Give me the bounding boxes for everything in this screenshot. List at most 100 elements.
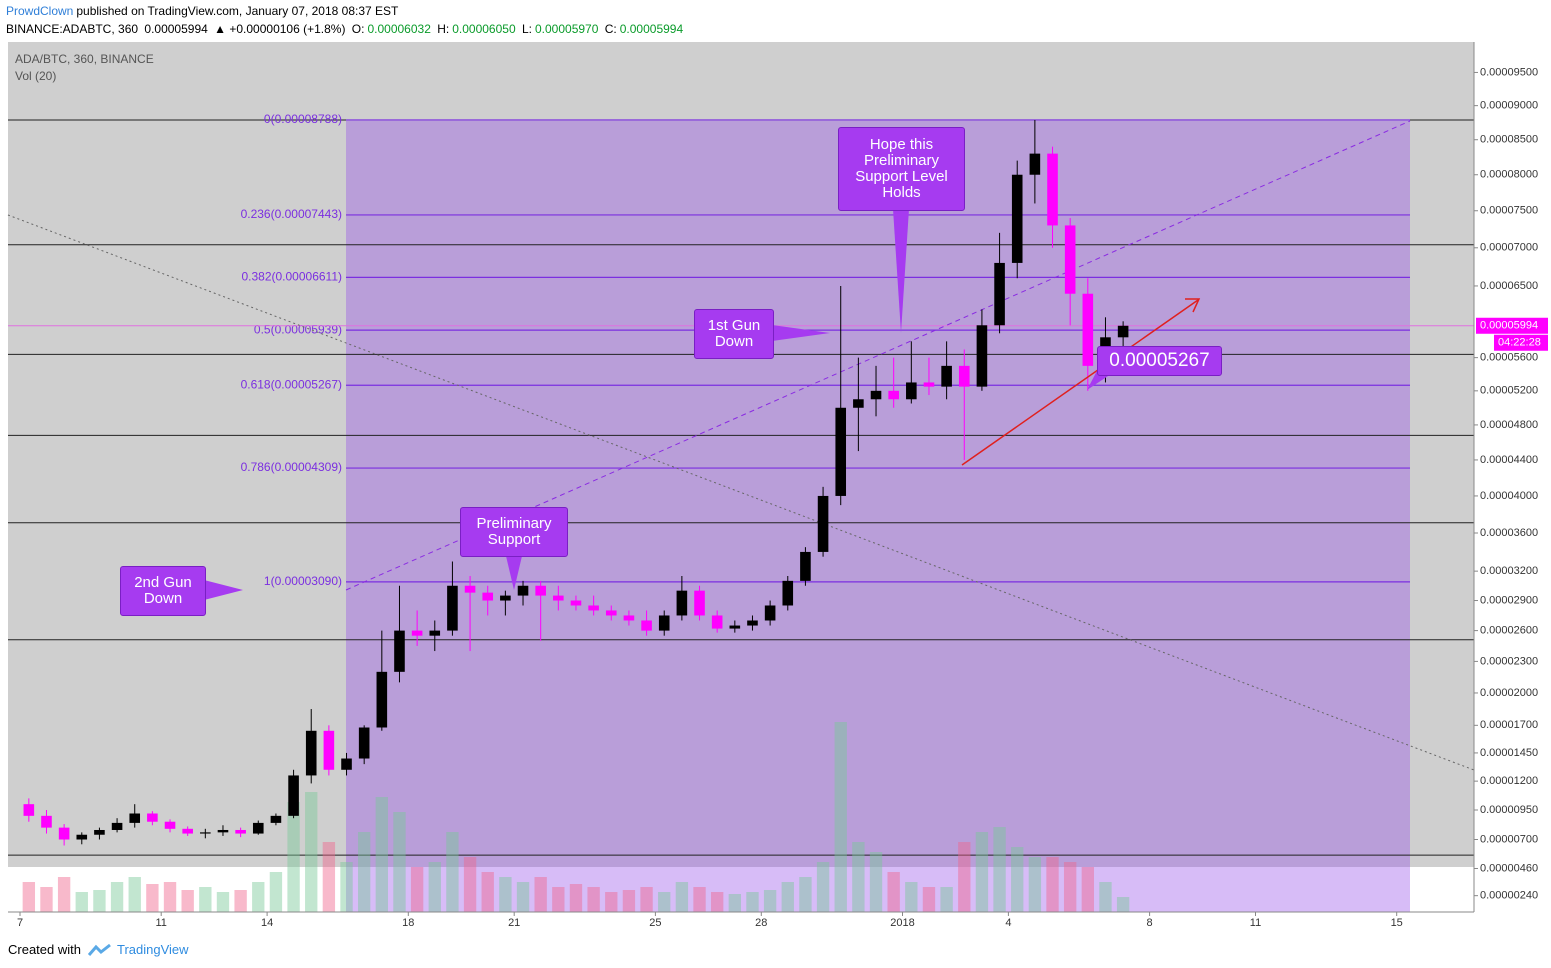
volume-bar bbox=[57, 877, 71, 912]
fib-label: 0(0.00008788) bbox=[264, 112, 342, 126]
x-tick-label: 11 bbox=[1250, 917, 1261, 929]
volume-bar bbox=[605, 892, 618, 912]
volume-bar bbox=[975, 832, 989, 912]
candle-body bbox=[676, 590, 688, 616]
candle-body bbox=[782, 580, 794, 606]
y-tick-label: 0.00002300 bbox=[1480, 655, 1538, 667]
volume-bar bbox=[728, 894, 741, 912]
footer-brand[interactable]: TradingView bbox=[117, 942, 189, 957]
y-tick-label: 0.00000950 bbox=[1480, 804, 1538, 816]
volume-bar bbox=[763, 890, 777, 912]
volume-bar bbox=[322, 842, 336, 912]
x-tick-label: 2018 bbox=[890, 917, 914, 929]
y-tick-label: 0.00004000 bbox=[1480, 490, 1538, 502]
callout: Hope this Preliminary Support Level Hold… bbox=[838, 127, 965, 211]
candle-body bbox=[1029, 153, 1041, 175]
candle-body bbox=[1064, 225, 1076, 294]
volume-bar bbox=[1063, 862, 1077, 912]
candle-body bbox=[76, 834, 88, 840]
candle-body bbox=[641, 620, 652, 631]
volume-bar bbox=[1011, 847, 1024, 912]
candle-body bbox=[1047, 153, 1058, 226]
y-tick-label: 0.00004800 bbox=[1480, 419, 1538, 431]
candle-body bbox=[447, 585, 458, 631]
volume-bar bbox=[834, 722, 847, 912]
last: 0.00005994 bbox=[144, 22, 208, 36]
volume-bar bbox=[887, 872, 900, 912]
candle-body bbox=[58, 827, 70, 840]
y-tick-label: 0.00001200 bbox=[1480, 775, 1538, 787]
volume-bar bbox=[146, 884, 159, 912]
candle-body bbox=[1011, 174, 1023, 263]
volume-bar bbox=[428, 862, 441, 912]
candle-body bbox=[288, 775, 299, 816]
fib-label: 0.236(0.00007443) bbox=[241, 207, 342, 221]
callout-pointer bbox=[772, 325, 830, 341]
volume-bar bbox=[816, 862, 830, 912]
o-label: O: bbox=[351, 22, 365, 36]
volume-bar bbox=[940, 887, 953, 912]
y-tick-label: 0.00007000 bbox=[1480, 242, 1538, 254]
volume-bar bbox=[40, 887, 53, 912]
candle-body bbox=[129, 813, 141, 823]
candle-body bbox=[923, 382, 935, 387]
candle-body bbox=[976, 325, 988, 387]
volume-bar bbox=[216, 892, 230, 912]
candle-body bbox=[270, 815, 282, 823]
volume-bar bbox=[181, 890, 194, 912]
y-tick-label: 0.00001700 bbox=[1480, 719, 1538, 731]
y-tick-label: 0.00002900 bbox=[1480, 594, 1538, 606]
l-label: L: bbox=[521, 22, 532, 36]
fib-label: 0.382(0.00006611) bbox=[241, 270, 342, 284]
c-value: 0.00005994 bbox=[619, 22, 684, 36]
candle-body bbox=[164, 821, 176, 829]
volume-bar bbox=[958, 842, 971, 912]
candle-body bbox=[23, 804, 35, 816]
author[interactable]: ProwdClown bbox=[6, 4, 74, 18]
callout: 2nd Gun Down bbox=[120, 566, 206, 616]
candle-body bbox=[764, 605, 776, 621]
volume-bar bbox=[799, 877, 812, 912]
change: ▲ +0.00000106 (+1.8%) bbox=[214, 22, 346, 36]
volume-bar bbox=[569, 884, 583, 912]
volume-bar bbox=[375, 797, 389, 912]
candle-body bbox=[41, 815, 52, 828]
h-label: H: bbox=[437, 22, 450, 36]
last-price-label: 0.00005994 bbox=[1480, 320, 1538, 332]
candle-body bbox=[623, 615, 635, 621]
volume-bar bbox=[269, 872, 283, 912]
fib-label: 0.5(0.00005939) bbox=[254, 322, 342, 336]
candle-body bbox=[1117, 325, 1129, 338]
y-tick-label: 0.00008000 bbox=[1480, 169, 1538, 181]
volume-bar bbox=[75, 892, 88, 912]
candle-body bbox=[376, 671, 388, 728]
volume-bar bbox=[622, 890, 636, 912]
published: published on TradingView.com, January 07… bbox=[76, 4, 399, 18]
volume-bar bbox=[640, 887, 653, 912]
candle-body bbox=[605, 610, 617, 616]
candle-body bbox=[464, 585, 476, 593]
candle-body bbox=[235, 829, 246, 834]
volume-bar bbox=[305, 792, 318, 912]
y-tick-label: 0.00006500 bbox=[1480, 280, 1538, 292]
volume-bar bbox=[499, 877, 512, 912]
callout: 1st Gun Down bbox=[694, 309, 774, 359]
candle-body bbox=[111, 822, 123, 830]
logo bbox=[88, 943, 111, 956]
y-tick-label: 0.00005600 bbox=[1480, 352, 1538, 364]
volume-bar bbox=[110, 882, 124, 912]
x-tick-label: 8 bbox=[1147, 917, 1153, 929]
c-label: C: bbox=[604, 22, 617, 36]
fib-label: 0.786(0.00004309) bbox=[241, 460, 342, 474]
volume-bar bbox=[1099, 882, 1112, 912]
footer-text: Created with bbox=[8, 942, 81, 957]
volume-background bbox=[8, 867, 1474, 912]
x-tick-label: 15 bbox=[1391, 917, 1403, 929]
volume-bar bbox=[922, 887, 936, 912]
candle-body bbox=[517, 585, 529, 596]
callout-pointer bbox=[893, 209, 909, 333]
y-tick-label: 0.00000240 bbox=[1480, 890, 1538, 902]
volume-title: Vol (20) bbox=[15, 69, 56, 83]
legend-title: ADA/BTC, 360, BINANCE bbox=[15, 52, 154, 66]
